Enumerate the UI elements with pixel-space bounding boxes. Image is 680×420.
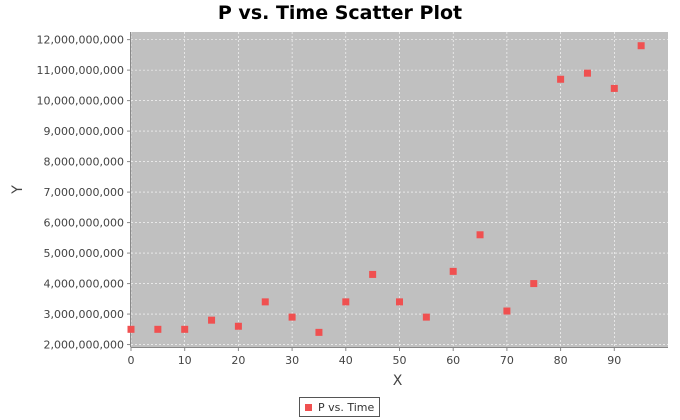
data-points [127, 42, 645, 336]
x-tick-label: 40 [339, 354, 353, 367]
y-tick-label: 6,000,000,000 [44, 217, 124, 230]
y-tick-label: 5,000,000,000 [44, 247, 124, 260]
data-point [342, 298, 350, 306]
data-point [127, 325, 135, 333]
data-point [422, 313, 430, 321]
data-point [530, 280, 538, 288]
x-tick-label: 20 [231, 354, 245, 367]
data-point [369, 270, 377, 278]
data-point [396, 298, 403, 306]
y-tick-label: 3,000,000,000 [44, 308, 124, 321]
x-tick-label: 90 [607, 354, 621, 367]
legend-swatch [305, 403, 312, 411]
x-tick-label: 0 [128, 354, 135, 367]
data-point [503, 307, 511, 315]
data-point [234, 322, 242, 330]
x-axis-title: X [393, 373, 403, 389]
data-point [449, 267, 457, 275]
x-tick-label: 60 [446, 354, 460, 367]
data-point [637, 42, 645, 50]
x-tick-label: 70 [500, 354, 514, 367]
data-point [208, 316, 216, 324]
legend-label: P vs. Time [318, 400, 375, 414]
y-tick-label: 7,000,000,000 [44, 186, 124, 199]
data-point [154, 325, 162, 333]
y-tick-label: 4,000,000,000 [44, 278, 124, 291]
y-tick-label: 8,000,000,000 [44, 156, 124, 169]
y-tick-label: 10,000,000,000 [37, 95, 124, 108]
axes: 0 10 20 30 40 50 60 70 80 90 2,000,000,000 3,000,00… [37, 32, 668, 367]
y-axis-title: Y [10, 185, 26, 195]
legend: P vs. Time [299, 397, 381, 417]
y-tick-label: 11,000,000,000 [37, 64, 124, 77]
x-tick-label: 30 [285, 354, 299, 367]
y-tick-label: 12,000,000,000 [37, 34, 124, 47]
y-tick-label: 2,000,000,000 [44, 339, 124, 352]
data-point [476, 231, 484, 239]
data-point [557, 75, 565, 83]
data-point [610, 84, 618, 92]
data-point [315, 328, 323, 336]
data-point [261, 298, 269, 306]
data-point [583, 69, 591, 77]
data-point [181, 325, 189, 333]
data-point [288, 313, 296, 321]
x-tick-label: 50 [393, 354, 407, 367]
chart-title: P vs. Time Scatter Plot [217, 2, 463, 24]
y-tick-label: 9,000,000,000 [44, 125, 124, 138]
x-tick-label: 80 [554, 354, 568, 367]
x-tick-label: 10 [178, 354, 192, 367]
